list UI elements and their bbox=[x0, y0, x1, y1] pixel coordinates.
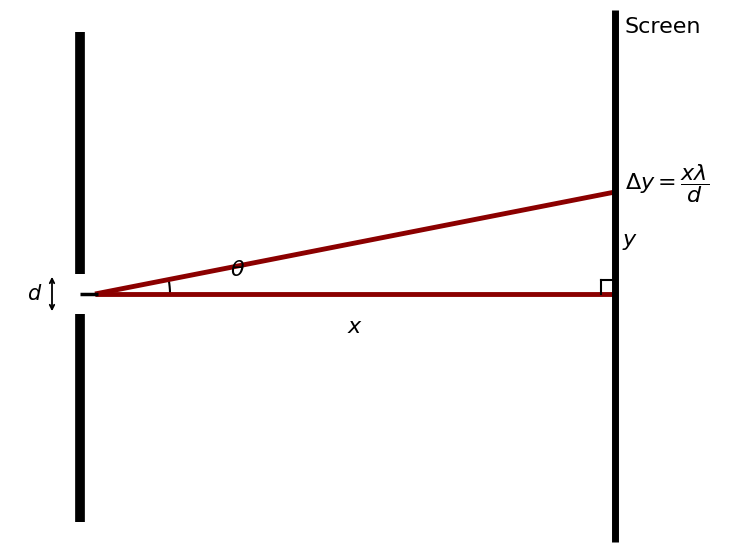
Text: $\theta$: $\theta$ bbox=[230, 260, 245, 280]
Text: Screen: Screen bbox=[625, 17, 701, 37]
Text: $y$: $y$ bbox=[622, 232, 638, 252]
Text: $d$: $d$ bbox=[27, 284, 42, 304]
Text: $\Delta y = \dfrac{x\lambda}{d}$: $\Delta y = \dfrac{x\lambda}{d}$ bbox=[625, 162, 709, 205]
Text: $x$: $x$ bbox=[347, 317, 363, 337]
